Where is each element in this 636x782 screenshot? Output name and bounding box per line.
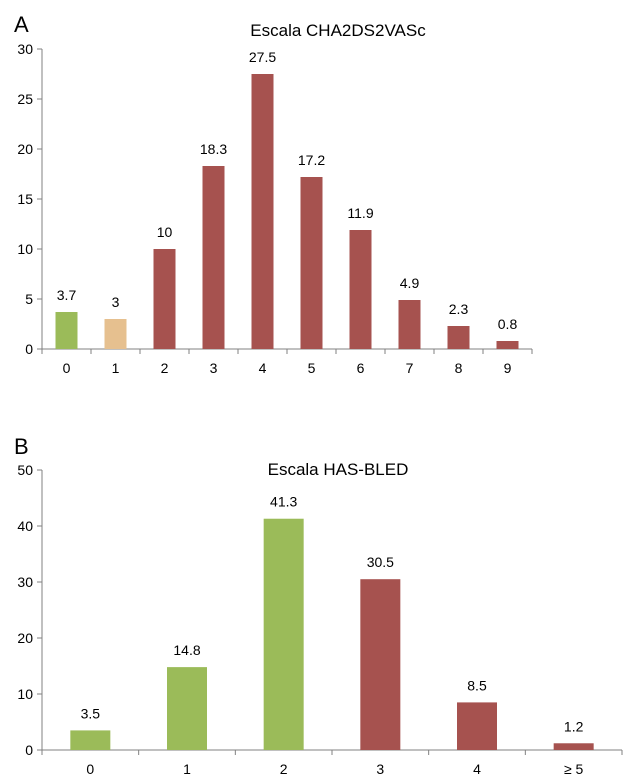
data-label-a-1: 3 [112,294,120,310]
y-tick-label-b: 50 [17,462,33,478]
x-tick-label-a-3: 3 [210,360,218,376]
x-tick-label-b-2: 2 [280,761,288,777]
y-tick-label-a: 10 [17,241,33,257]
bar-b-1 [167,667,207,750]
data-label-a-7: 4.9 [400,275,420,291]
bar-a-5 [300,177,323,349]
x-tick-label-a-1: 1 [112,360,120,376]
data-label-a-4: 27.5 [249,49,276,65]
x-tick-label-a-8: 8 [455,360,463,376]
x-tick-label-a-5: 5 [308,360,316,376]
x-tick-label-a-6: 6 [357,360,365,376]
x-tick-label-b-3: 3 [376,761,384,777]
bar-a-7 [398,300,421,349]
chart-b: B Escala HAS-BLED 010203040503.5014.8141… [14,434,623,777]
bar-b-3 [360,579,401,750]
y-tick-label-a: 25 [17,91,33,107]
x-tick-label-b-5: ≥ 5 [564,761,584,777]
x-tick-label-a-7: 7 [406,360,414,376]
bar-b-2 [263,518,304,750]
x-tick-label-b-4: 4 [473,761,481,777]
bar-a-9 [496,341,519,349]
data-label-b-5: 1.2 [564,718,584,734]
y-tick-label-b: 0 [25,742,33,758]
y-tick-label-a: 30 [17,41,33,57]
bar-a-6 [349,230,372,349]
data-label-a-0: 3.7 [57,287,77,303]
data-label-b-4: 8.5 [467,677,487,693]
data-label-a-9: 0.8 [498,316,518,332]
data-label-a-2: 10 [157,224,173,240]
y-tick-label-a: 15 [17,191,33,207]
data-label-a-8: 2.3 [449,301,469,317]
x-tick-label-a-0: 0 [63,360,71,376]
bar-b-5 [553,743,594,750]
x-tick-label-a-4: 4 [259,360,267,376]
chart-title-a: Escala CHA2DS2VASc [250,21,426,40]
bar-a-0 [55,312,78,349]
data-label-b-1: 14.8 [173,642,200,658]
data-label-b-3: 30.5 [367,554,394,570]
data-label-a-6: 11.9 [347,205,373,221]
data-label-a-5: 17.2 [298,152,325,168]
chart-a: A Escala CHA2DS2VASc 0510152025303.70311… [14,12,533,376]
data-label-a-3: 18.3 [200,141,227,157]
x-tick-label-b-1: 1 [183,761,191,777]
bar-a-2 [153,249,176,349]
bar-a-3 [202,166,225,349]
y-tick-label-b: 10 [17,686,33,702]
y-tick-label-b: 40 [17,518,33,534]
bar-b-0 [70,730,111,750]
panel-letter-b: B [14,434,29,459]
data-label-b-0: 3.5 [81,705,101,721]
y-tick-label-b: 20 [17,630,33,646]
x-tick-label-b-0: 0 [86,761,94,777]
x-tick-label-a-9: 9 [504,360,512,376]
bar-a-8 [447,326,470,349]
bar-a-4 [251,74,274,349]
data-label-b-2: 41.3 [270,494,297,510]
bar-a-1 [104,319,127,349]
y-tick-label-a: 20 [17,141,33,157]
x-tick-label-a-2: 2 [161,360,169,376]
y-tick-label-a: 5 [25,291,33,307]
panel-letter-a: A [14,12,29,37]
y-tick-label-a: 0 [25,341,33,357]
bar-b-4 [457,702,497,750]
chart-title-b: Escala HAS-BLED [268,460,409,479]
y-tick-label-b: 30 [17,574,33,590]
